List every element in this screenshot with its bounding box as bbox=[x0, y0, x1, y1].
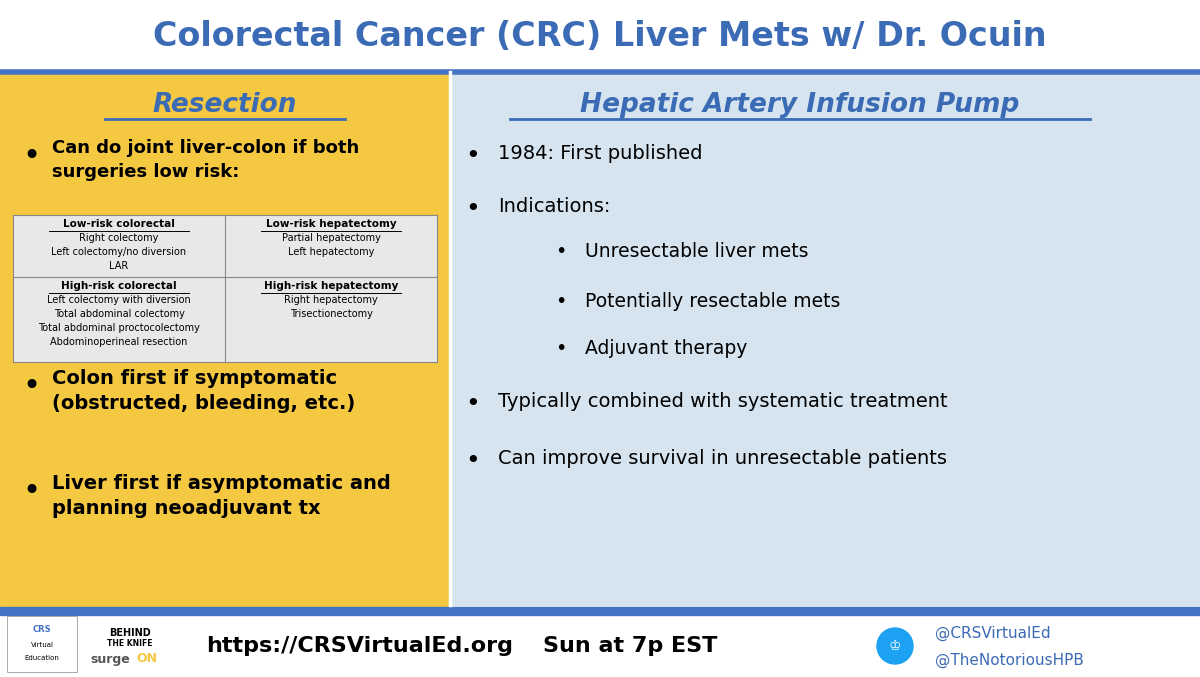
Text: Right colectomy
Left colectomy/no diversion
LAR: Right colectomy Left colectomy/no divers… bbox=[52, 233, 186, 271]
Text: Low-risk colorectal: Low-risk colorectal bbox=[64, 219, 175, 229]
Text: •: • bbox=[22, 372, 40, 401]
Text: Indications:: Indications: bbox=[498, 197, 611, 216]
FancyBboxPatch shape bbox=[226, 277, 437, 362]
Text: •: • bbox=[466, 392, 480, 416]
Text: surge: surge bbox=[90, 653, 130, 665]
Text: Adjuvant therapy: Adjuvant therapy bbox=[586, 339, 748, 358]
Text: ♔: ♔ bbox=[889, 639, 901, 653]
FancyBboxPatch shape bbox=[450, 72, 1200, 605]
Text: •: • bbox=[554, 339, 566, 358]
Text: Can do joint liver-colon if both
surgeries low risk:: Can do joint liver-colon if both surgeri… bbox=[52, 139, 359, 181]
FancyBboxPatch shape bbox=[0, 0, 1200, 72]
Text: Low-risk hepatectomy: Low-risk hepatectomy bbox=[265, 219, 396, 229]
Text: Potentially resectable mets: Potentially resectable mets bbox=[586, 292, 840, 311]
Text: Partial hepatectomy
Left hepatectomy: Partial hepatectomy Left hepatectomy bbox=[282, 233, 380, 257]
Text: @CRSVirtualEd: @CRSVirtualEd bbox=[935, 626, 1051, 640]
Text: Colorectal Cancer (CRC) Liver Mets w/ Dr. Ocuin: Colorectal Cancer (CRC) Liver Mets w/ Dr… bbox=[154, 20, 1046, 53]
Text: Education: Education bbox=[24, 655, 60, 661]
FancyBboxPatch shape bbox=[0, 604, 450, 608]
Text: Virtual: Virtual bbox=[30, 642, 54, 648]
FancyBboxPatch shape bbox=[13, 277, 226, 362]
Text: Liver first if asymptomatic and
planning neoadjuvant tx: Liver first if asymptomatic and planning… bbox=[52, 474, 391, 518]
Text: Can improve survival in unresectable patients: Can improve survival in unresectable pat… bbox=[498, 449, 947, 468]
Text: Unresectable liver mets: Unresectable liver mets bbox=[586, 242, 809, 261]
Text: @TheNotoriousHPB: @TheNotoriousHPB bbox=[935, 653, 1084, 668]
Circle shape bbox=[877, 628, 913, 664]
FancyBboxPatch shape bbox=[13, 215, 226, 277]
FancyBboxPatch shape bbox=[7, 616, 77, 672]
Text: 1984: First published: 1984: First published bbox=[498, 144, 702, 163]
Text: •: • bbox=[554, 242, 566, 261]
Text: Sun at 7p EST: Sun at 7p EST bbox=[542, 636, 718, 655]
Text: Left colectomy with diversion
Total abdominal colectomy
Total abdominal proctoco: Left colectomy with diversion Total abdo… bbox=[38, 295, 200, 347]
FancyBboxPatch shape bbox=[0, 614, 1200, 677]
Text: Hepatic Artery Infusion Pump: Hepatic Artery Infusion Pump bbox=[581, 92, 1020, 118]
Text: •: • bbox=[554, 292, 566, 311]
Text: •: • bbox=[466, 144, 480, 168]
Text: CRS: CRS bbox=[32, 626, 52, 634]
Text: High-risk hepatectomy: High-risk hepatectomy bbox=[264, 281, 398, 291]
Text: •: • bbox=[466, 197, 480, 221]
Text: •: • bbox=[22, 142, 40, 171]
Text: Resection: Resection bbox=[152, 92, 298, 118]
Text: https://CRSVirtualEd.org: https://CRSVirtualEd.org bbox=[206, 636, 514, 655]
Text: Right hepatectomy
Trisectionectomy: Right hepatectomy Trisectionectomy bbox=[284, 295, 378, 319]
Text: Colon first if symptomatic
(obstructed, bleeding, etc.): Colon first if symptomatic (obstructed, … bbox=[52, 369, 355, 413]
Text: ON: ON bbox=[136, 653, 157, 665]
Text: THE KNIFE: THE KNIFE bbox=[107, 638, 152, 647]
Text: •: • bbox=[466, 449, 480, 473]
Text: High-risk colorectal: High-risk colorectal bbox=[61, 281, 176, 291]
FancyBboxPatch shape bbox=[0, 72, 450, 605]
FancyBboxPatch shape bbox=[226, 215, 437, 277]
Text: •: • bbox=[22, 477, 40, 506]
Text: BEHIND: BEHIND bbox=[109, 628, 151, 638]
Text: Typically combined with systematic treatment: Typically combined with systematic treat… bbox=[498, 392, 948, 411]
FancyBboxPatch shape bbox=[0, 607, 1200, 615]
